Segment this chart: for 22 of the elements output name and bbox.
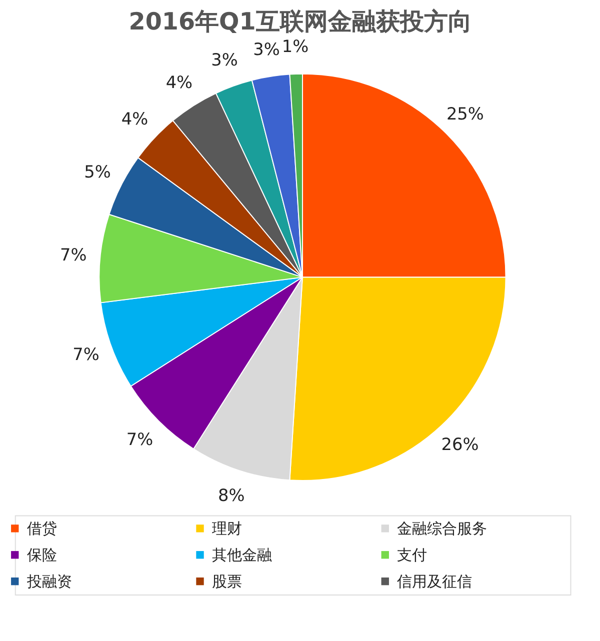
data-label: 25%: [446, 103, 484, 124]
chart-title: 2016年Q1互联网金融获投方向: [128, 7, 472, 36]
legend-label: 其他金融: [212, 546, 272, 564]
legend-label: 金融综合服务: [397, 519, 488, 538]
data-label: 3%: [253, 38, 280, 59]
legend-label: 投融资: [26, 572, 72, 590]
legend-label: 借贷: [26, 519, 57, 538]
data-label: 3%: [211, 50, 238, 70]
legend-label: 股票: [212, 572, 242, 590]
data-label: 7%: [126, 428, 154, 449]
legend-label: 支付: [397, 546, 428, 564]
data-label: 26%: [441, 434, 479, 454]
data-label: 4%: [121, 108, 148, 129]
data-label: 7%: [72, 344, 100, 364]
data-label: 7%: [60, 244, 87, 265]
data-label: 5%: [84, 162, 111, 182]
legend-label: 理财: [212, 519, 242, 538]
legend-label: 保险: [26, 546, 57, 564]
data-label: 8%: [218, 484, 245, 505]
legend-label: 信用及征信: [397, 572, 472, 590]
data-label: 1%: [282, 36, 309, 56]
data-label: 4%: [166, 72, 193, 92]
